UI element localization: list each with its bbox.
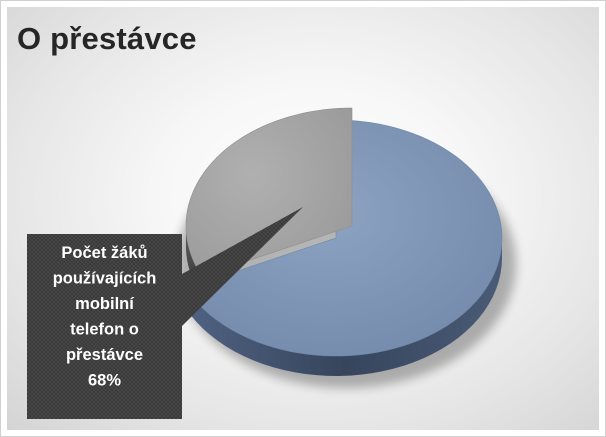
data-label-line-3: mobilní [75,295,135,313]
chart-area: O přestávce [7,7,599,430]
callout-box [27,234,182,419]
chart-title: O přestávce [17,21,197,56]
slice-2 [185,107,353,277]
data-label-callout: Počet žáků používajících mobilní telefon o p… [27,207,303,419]
data-label-line-4: telefon o [70,321,139,339]
data-label-line-1: Počet žáků [61,244,147,262]
pie-tops [185,107,503,357]
data-label-line-2: používajících [53,270,157,288]
slice-side-1 [185,238,503,376]
pie-chart: Počet žáků používajících mobilní telefon o p… [27,107,516,419]
data-label-line-5: přestávce [66,346,143,364]
data-label-line-6: 68% [88,372,121,390]
slice-1 [185,119,503,357]
callout-pointer [182,207,303,326]
